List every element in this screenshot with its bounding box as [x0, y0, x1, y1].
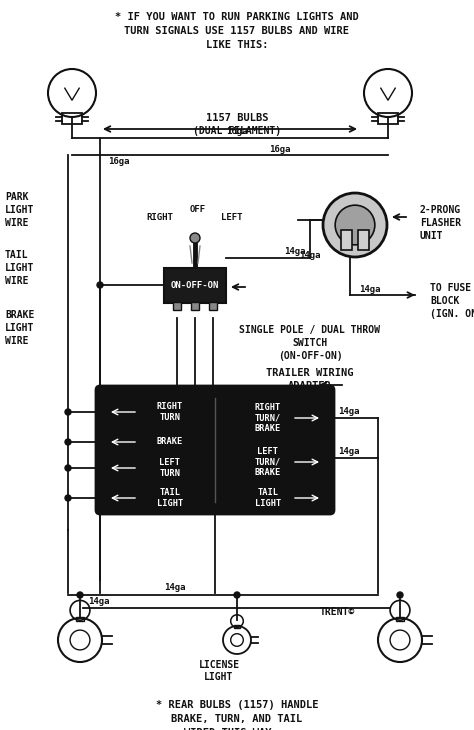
Text: 14ga: 14ga	[300, 250, 321, 259]
Text: RIGHT: RIGHT	[146, 212, 173, 221]
Text: TAIL
LIGHT: TAIL LIGHT	[255, 488, 281, 507]
Circle shape	[65, 495, 71, 501]
Text: TO FUSE
BLOCK
(IGN. ON): TO FUSE BLOCK (IGN. ON)	[430, 283, 474, 320]
Bar	[234, 626, 240, 628]
Text: TAIL
LIGHT: TAIL LIGHT	[157, 488, 183, 507]
Text: 14ga: 14ga	[359, 285, 381, 293]
Text: TRENT©: TRENT©	[320, 607, 355, 617]
Text: RIGHT
TURN/
BRAKE: RIGHT TURN/ BRAKE	[255, 403, 281, 433]
Circle shape	[77, 592, 83, 598]
Text: PARK
LIGHT
WIRE: PARK LIGHT WIRE	[5, 192, 35, 228]
Text: LEFT: LEFT	[221, 212, 243, 221]
Text: LICENSE
LIGHT: LICENSE LIGHT	[199, 660, 239, 683]
Bar	[378, 113, 398, 124]
Text: * REAR BULBS (1157) HANDLE
BRAKE, TURN, AND TAIL
WIRED THIS WAY...: * REAR BULBS (1157) HANDLE BRAKE, TURN, …	[156, 700, 318, 730]
Bar	[164, 268, 226, 303]
Text: 1157 BULBS: 1157 BULBS	[206, 113, 268, 123]
Bar	[396, 617, 404, 621]
Circle shape	[65, 465, 71, 471]
Circle shape	[397, 592, 403, 598]
Circle shape	[323, 193, 387, 257]
Text: 14ga: 14ga	[164, 583, 186, 593]
Bar	[173, 302, 181, 310]
Circle shape	[97, 282, 103, 288]
Circle shape	[65, 409, 71, 415]
Text: 14ga: 14ga	[338, 407, 359, 415]
Bar	[191, 302, 199, 310]
Text: (DUAL FILAMENT): (DUAL FILAMENT)	[193, 126, 281, 136]
Circle shape	[234, 592, 240, 598]
Text: SINGLE POLE / DUAL THROW
SWITCH
(ON-OFF-ON): SINGLE POLE / DUAL THROW SWITCH (ON-OFF-…	[239, 325, 381, 361]
FancyBboxPatch shape	[96, 386, 334, 514]
Bar	[209, 302, 217, 310]
Bar	[63, 113, 82, 124]
Text: * IF YOU WANT TO RUN PARKING LIGHTS AND
TURN SIGNALS USE 1157 BULBS AND WIRE
LIK: * IF YOU WANT TO RUN PARKING LIGHTS AND …	[115, 12, 359, 50]
Text: BRAKE: BRAKE	[157, 437, 183, 447]
Circle shape	[190, 233, 200, 243]
Text: LEFT
TURN/
BRAKE: LEFT TURN/ BRAKE	[255, 447, 281, 477]
Text: LEFT
TURN: LEFT TURN	[159, 458, 181, 477]
Text: TRAILER WIRING
ADAPTER: TRAILER WIRING ADAPTER	[266, 368, 354, 391]
Circle shape	[65, 439, 71, 445]
Text: 16ga: 16ga	[226, 128, 248, 137]
Text: 14ga: 14ga	[88, 596, 109, 605]
Bar	[75, 617, 84, 621]
Text: ON-OFF-ON: ON-OFF-ON	[171, 280, 219, 290]
Circle shape	[335, 205, 375, 245]
Bar	[341, 230, 352, 250]
Circle shape	[97, 439, 103, 445]
Text: RIGHT
TURN: RIGHT TURN	[157, 402, 183, 422]
Text: 14ga: 14ga	[284, 247, 306, 256]
Text: 14ga: 14ga	[338, 447, 359, 456]
Bar	[358, 230, 369, 250]
Text: 16ga: 16ga	[269, 145, 291, 153]
Text: 2-PRONG
FLASHER
UNIT: 2-PRONG FLASHER UNIT	[420, 205, 461, 242]
Text: BRAKE
LIGHT
WIRE: BRAKE LIGHT WIRE	[5, 310, 35, 347]
Text: TAIL
LIGHT
WIRE: TAIL LIGHT WIRE	[5, 250, 35, 286]
Text: OFF: OFF	[190, 206, 206, 215]
Text: 16ga: 16ga	[108, 158, 129, 166]
